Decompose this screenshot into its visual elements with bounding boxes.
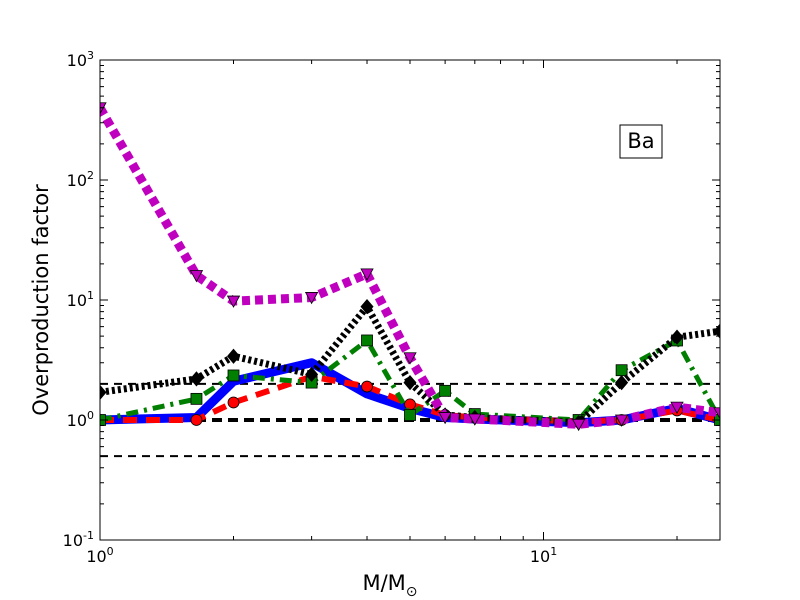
series-1 (100, 358, 720, 428)
series-5 (100, 102, 720, 432)
series-4-line (100, 303, 720, 427)
annotation-label: Ba (627, 129, 654, 153)
series-3-marker-2 (190, 392, 203, 405)
x-tick-label-1: 100 (86, 545, 113, 566)
series-4-marker-3 (226, 348, 241, 364)
series-5-marker-4 (304, 292, 319, 305)
series-4-marker-6 (403, 374, 417, 391)
series-4-marker-10 (615, 374, 629, 391)
series-4-marker-1 (100, 384, 107, 400)
y-axis-title: Overproduction factor (29, 184, 53, 416)
series-4-marker-5 (360, 299, 374, 315)
series-4-marker-12 (713, 323, 720, 339)
series-5-marker-5 (360, 268, 374, 281)
series-5-marker-11 (670, 401, 684, 414)
series-5-marker-2 (189, 270, 204, 283)
series-3-marker-7 (439, 384, 452, 397)
x-axis-title: M/M⊙ (362, 571, 417, 600)
series-3-marker-10 (615, 364, 628, 377)
series-layer (100, 102, 720, 432)
series-4-marker-4 (305, 366, 319, 382)
y-tick-label-5: 103 (67, 49, 94, 70)
series-5-marker-7 (438, 412, 452, 425)
annotation-box: Ba (619, 124, 663, 159)
series-2-marker-5 (361, 380, 373, 393)
series-5-marker-6 (403, 352, 417, 365)
y-tick-label-2: 100 (67, 409, 94, 430)
series-5-marker-9 (571, 418, 586, 432)
axis-ticks (99, 59, 720, 541)
series-3-marker-3 (227, 369, 240, 382)
x-tick-label-2: 101 (530, 545, 557, 566)
series-3-marker-5 (361, 334, 373, 347)
series-3-marker-6 (404, 409, 416, 421)
series-5-marker-12 (713, 407, 720, 420)
series-5-marker-10 (614, 414, 629, 427)
series-2-marker-2 (190, 414, 203, 426)
y-tick-label-4: 102 (67, 169, 94, 190)
series-1-line (100, 358, 720, 428)
series-2-marker-3 (227, 396, 240, 409)
y-tick-label-3: 101 (67, 289, 94, 310)
y-tick-label-1: 10-1 (63, 529, 94, 550)
x-axis-title-subscript: ⊙ (406, 584, 418, 600)
series-5-marker-3 (226, 295, 241, 308)
series-4-marker-11 (670, 329, 684, 345)
annotation-frame (619, 124, 663, 159)
series-4-marker-2 (189, 371, 203, 387)
x-axis-title-main: M/M (362, 571, 405, 595)
series-5-marker-8 (468, 413, 482, 426)
series-2-marker-6 (404, 398, 416, 411)
